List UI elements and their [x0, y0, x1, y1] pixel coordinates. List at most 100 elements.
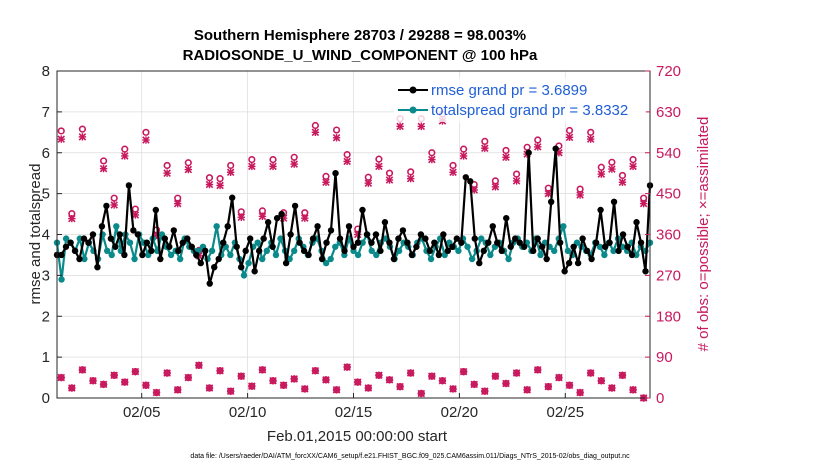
- legend-rmse-label: rmse grand pr = 3.6899: [431, 82, 587, 99]
- rmse-point: [58, 251, 65, 259]
- obs-assimilated-marker: [502, 379, 510, 388]
- obs-assimilated-marker: [301, 385, 309, 393]
- rmse-point: [503, 214, 510, 222]
- rmse-point: [583, 247, 591, 255]
- y-left-tick-label: 8: [42, 63, 50, 80]
- obs-assimilated-marker: [332, 386, 341, 394]
- obs-assimilated-marker: [110, 201, 118, 209]
- obs-assimilated-marker: [576, 388, 584, 397]
- totalspread-point: [245, 259, 252, 267]
- rmse-point: [395, 235, 402, 242]
- rmse-point: [336, 235, 344, 242]
- rmse-point: [237, 264, 245, 271]
- totalspread-point: [131, 255, 138, 263]
- rmse-point: [462, 174, 470, 181]
- rmse-point: [246, 235, 254, 242]
- rmse-point: [233, 243, 240, 250]
- obs-assimilated-marker: [481, 387, 489, 395]
- obs-possible-marker: [216, 175, 224, 183]
- obs-assimilated-marker: [417, 389, 426, 398]
- rmse-point: [368, 239, 375, 246]
- legend-rmse-marker: [409, 86, 417, 94]
- rmse-point: [363, 231, 371, 238]
- totalspread-point: [596, 243, 604, 250]
- totalspread-point: [564, 247, 572, 255]
- rmse-point: [543, 255, 550, 263]
- obs-assimilated-marker: [68, 384, 76, 392]
- y-axis-right-label: # of obs: o=possible; ×=assimilated: [695, 117, 712, 352]
- obs-assimilated-marker: [184, 373, 193, 382]
- obs-assimilated-marker: [533, 143, 542, 151]
- obs-possible-marker: [407, 168, 415, 176]
- obs-assimilated-marker: [608, 165, 616, 173]
- totalspread-point: [560, 223, 567, 230]
- obs-assimilated-marker: [226, 387, 235, 395]
- rmse-point: [377, 247, 384, 255]
- rmse-point: [601, 243, 609, 250]
- rmse-point: [547, 198, 555, 205]
- obs-assimilated-marker: [491, 372, 500, 380]
- obs-assimilated-marker: [290, 375, 298, 383]
- obs-possible-marker: [269, 155, 277, 164]
- rmse-point: [94, 264, 101, 271]
- rmse-point: [417, 231, 425, 238]
- obs-assimilated-marker: [375, 162, 383, 171]
- totalspread-point: [322, 259, 330, 267]
- obs-possible-marker: [481, 137, 489, 145]
- legend-box: [394, 78, 646, 122]
- obs-assimilated-marker: [565, 381, 574, 390]
- y-right-tick-label: 360: [656, 227, 681, 244]
- obs-assimilated-marker: [396, 122, 404, 131]
- rmse-point: [282, 259, 290, 267]
- rmse-point: [134, 231, 142, 238]
- obs-assimilated-marker: [512, 369, 521, 377]
- obs-assimilated-marker: [248, 162, 256, 171]
- y-left-tick-label: 7: [42, 104, 50, 121]
- totalspread-point: [478, 235, 485, 242]
- obs-possible-marker: [205, 174, 214, 182]
- rmse-point: [350, 243, 357, 250]
- obs-assimilated-marker: [406, 369, 415, 377]
- totalspread-point: [263, 247, 271, 255]
- obs-assimilated-marker: [428, 372, 436, 380]
- rmse-point: [184, 235, 191, 242]
- obs-assimilated-marker: [385, 376, 394, 384]
- rmse-point: [606, 239, 613, 246]
- rmse-point: [215, 255, 222, 263]
- totalspread-point: [464, 243, 471, 250]
- obs-possible-marker: [163, 161, 171, 170]
- obs-assimilated-marker: [449, 385, 457, 393]
- obs-assimilated-marker: [523, 386, 531, 394]
- obs-assimilated-marker: [343, 157, 351, 166]
- obs-possible-marker: [57, 127, 65, 135]
- totalspread-point: [240, 272, 248, 279]
- rmse-point: [556, 239, 564, 246]
- rmse-point: [179, 239, 186, 246]
- x-tick-label: 02/25: [547, 404, 585, 421]
- rmse-series: [53, 145, 654, 287]
- rmse-point: [399, 227, 407, 234]
- rmse-point: [449, 243, 456, 250]
- obs-possible-marker: [460, 145, 468, 153]
- obs-assimilated-marker: [481, 144, 489, 152]
- y-right-tick-label: 720: [656, 63, 681, 80]
- obs-assimilated-marker: [343, 363, 351, 371]
- obs-assimilated-marker: [301, 214, 309, 222]
- y-axis-left-ticks: 0 1 2 3 4 5 6 7 8: [42, 63, 62, 407]
- obs-assimilated-marker: [629, 162, 637, 171]
- obs-assimilated-marker: [173, 199, 182, 208]
- obs-assimilated-marker: [99, 164, 108, 173]
- rmse-point: [202, 247, 209, 255]
- obs-assimilated-marker: [544, 382, 553, 391]
- obs-assimilated-marker: [68, 214, 76, 223]
- obs-assimilated-marker: [57, 135, 66, 143]
- totalspread-point: [427, 255, 435, 263]
- totalspread-point: [537, 251, 544, 259]
- rmse-point: [197, 259, 204, 267]
- obs-assimilated-marker: [364, 179, 373, 187]
- totalspread-point: [505, 255, 512, 263]
- y-right-tick-label: 180: [656, 308, 681, 325]
- obs-assimilated-marker: [396, 382, 404, 391]
- obs-assimilated-marker: [629, 386, 637, 394]
- rmse-point: [516, 239, 523, 246]
